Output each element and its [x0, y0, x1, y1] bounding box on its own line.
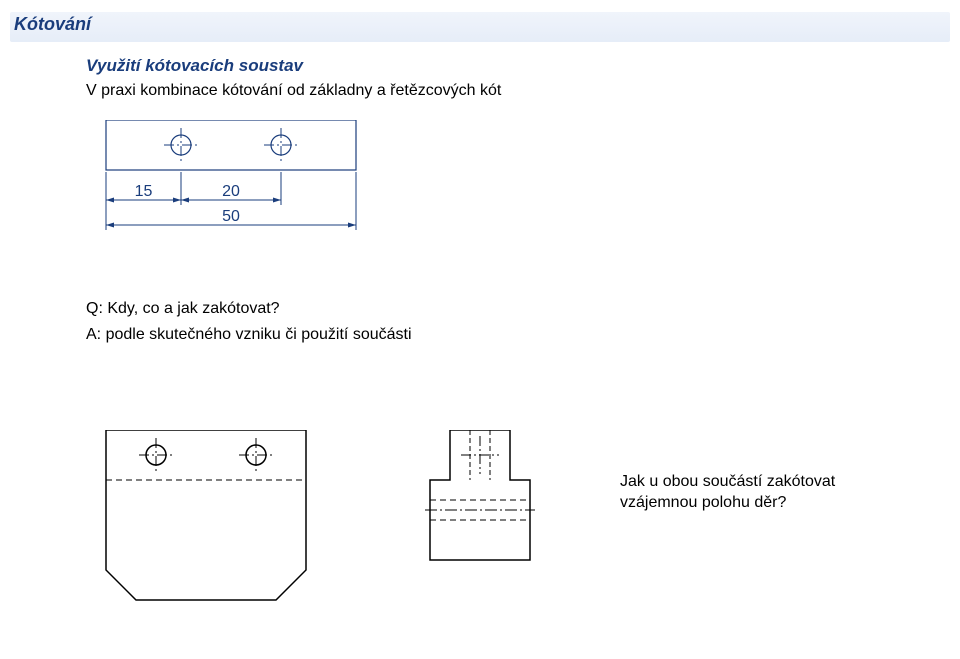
- subtitle: Využití kótovacích soustav: [86, 56, 303, 76]
- dimension-diagram: 15 20 50: [86, 120, 406, 260]
- svg-text:20: 20: [222, 183, 240, 200]
- footer-line1: Jak u obou součástí zakótovat: [620, 473, 835, 490]
- svg-text:15: 15: [135, 183, 153, 200]
- footer-line2: vzájemnou polohu děr?: [620, 494, 786, 511]
- part-side-view: [420, 430, 560, 590]
- page-title: Kótování: [14, 14, 91, 35]
- title-bar: [10, 12, 950, 42]
- question-text: Q: Kdy, co a jak zakótovat?: [86, 300, 280, 318]
- part-front-view: [86, 430, 346, 630]
- answer-text: A: podle skutečného vzniku či použití so…: [86, 326, 412, 344]
- footer-question: Jak u obou součástí zakótovat vzájemnou …: [620, 472, 835, 514]
- body-text: V praxi kombinace kótování od základny a…: [86, 82, 501, 100]
- svg-text:50: 50: [222, 208, 240, 225]
